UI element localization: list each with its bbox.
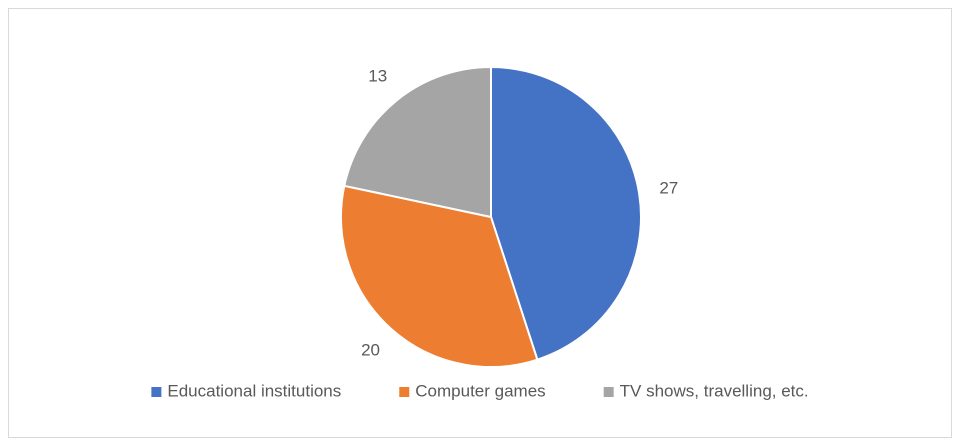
data-label: 20 bbox=[361, 340, 380, 359]
pie-slice bbox=[340, 184, 539, 368]
legend-swatch bbox=[399, 387, 410, 397]
pie-slice bbox=[343, 65, 492, 219]
pie-slice bbox=[490, 65, 642, 361]
legend-label: TV shows, travelling, etc. bbox=[620, 381, 809, 400]
legend-swatch bbox=[603, 387, 614, 397]
legend-label: Computer games bbox=[415, 381, 545, 400]
data-label: 13 bbox=[368, 67, 387, 86]
legend-label: Educational institutions bbox=[167, 381, 341, 400]
legend-swatch bbox=[151, 387, 162, 397]
data-label: 27 bbox=[659, 178, 678, 197]
